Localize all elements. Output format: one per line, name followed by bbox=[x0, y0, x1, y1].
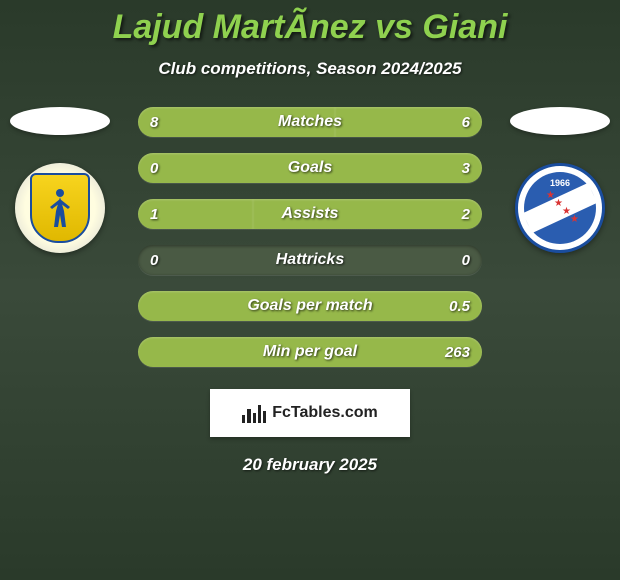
stat-row: Hattricks0 0 bbox=[120, 245, 500, 275]
left-team-shield-icon bbox=[30, 173, 90, 243]
watermark[interactable]: FcTables.com bbox=[210, 389, 410, 437]
stat-label: Assists bbox=[120, 199, 500, 229]
stat-label: Hattricks bbox=[120, 245, 500, 275]
stat-value-left: 1 bbox=[150, 199, 158, 229]
stat-row: Min per goal263 bbox=[120, 337, 500, 367]
left-team-column bbox=[0, 107, 120, 253]
subtitle: Club competitions, Season 2024/2025 bbox=[0, 59, 620, 79]
stat-value-right: 2 bbox=[462, 199, 470, 229]
stat-value-left: 0 bbox=[150, 245, 158, 275]
stat-value-right: 3 bbox=[462, 153, 470, 183]
stat-bars: Matches86Goals03Assists12Hattricks00Goal… bbox=[120, 107, 500, 367]
right-team-shield-icon: ★ ★ ★ ★ 1966 bbox=[524, 172, 596, 244]
watermark-text: FcTables.com bbox=[272, 404, 378, 422]
stat-row: Goals per match0.5 bbox=[120, 291, 500, 321]
stat-value-right: 6 bbox=[462, 107, 470, 137]
stat-row: Assists1 2 bbox=[120, 199, 500, 229]
comparison-content: ★ ★ ★ ★ 1966 Matches86Goals03Assists12Ha… bbox=[0, 107, 620, 367]
stat-row: Goals0 3 bbox=[120, 153, 500, 183]
stat-label: Min per goal bbox=[120, 337, 500, 367]
stat-label: Goals per match bbox=[120, 291, 500, 321]
player-figure-icon bbox=[46, 187, 74, 229]
stat-label: Matches bbox=[120, 107, 500, 137]
stat-row: Matches8 6 bbox=[120, 107, 500, 137]
stat-label: Goals bbox=[120, 153, 500, 183]
right-team-column: ★ ★ ★ ★ 1966 bbox=[500, 107, 620, 253]
stat-value-left: 0 bbox=[150, 153, 158, 183]
footer-date: 20 february 2025 bbox=[0, 455, 620, 475]
right-team-badge: ★ ★ ★ ★ 1966 bbox=[515, 163, 605, 253]
stat-value-right: 0 bbox=[462, 245, 470, 275]
left-team-badge bbox=[15, 163, 105, 253]
right-team-oval bbox=[510, 107, 610, 135]
stat-value-left: 8 bbox=[150, 107, 158, 137]
stat-value-right: 263 bbox=[445, 337, 470, 367]
stat-value-right: 0.5 bbox=[449, 291, 470, 321]
left-team-oval bbox=[10, 107, 110, 135]
fctables-logo-icon bbox=[242, 403, 266, 423]
right-team-year: 1966 bbox=[550, 178, 570, 188]
page-title: Lajud MartÃ­nez vs Giani bbox=[0, 0, 620, 47]
